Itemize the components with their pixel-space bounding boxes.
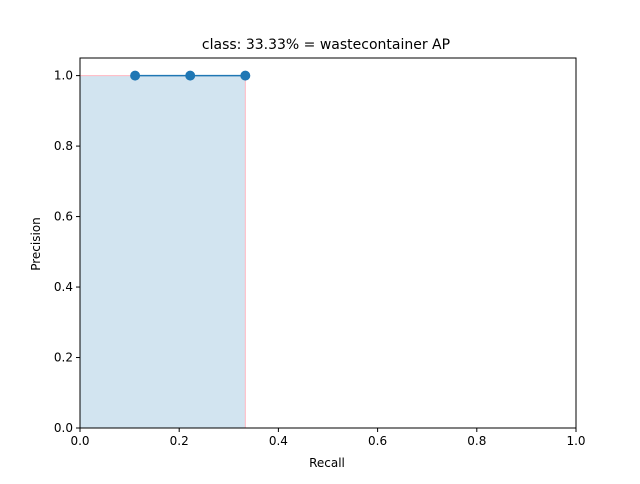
y-tick-label: 0.8 [54, 139, 73, 153]
x-tick-label: 0.8 [467, 434, 486, 448]
y-tick-label: 0.0 [54, 421, 73, 435]
series-point [240, 70, 251, 81]
x-tick-label: 1.0 [566, 434, 585, 448]
series-point [185, 70, 196, 81]
y-tick-label: 0.4 [54, 280, 73, 294]
y-tick-label: 1.0 [54, 69, 73, 83]
plot-area: 0.0 0.2 0.4 0.6 0.8 1.0 0.0 0.2 0.4 0.6 0.8 1.0 [54, 57, 586, 448]
x-tick-label: 0.2 [170, 434, 189, 448]
series-point [130, 70, 141, 81]
y-axis-label: Precision [29, 217, 43, 271]
ap-area-fill [79, 75, 246, 429]
x-tick-label: 0.6 [368, 434, 387, 448]
y-tick-label: 0.6 [54, 210, 73, 224]
x-tick-label: 0.0 [70, 434, 89, 448]
axes-frame [79, 57, 577, 429]
x-axis-label: Recall [309, 456, 345, 470]
x-tick-label: 0.4 [269, 434, 288, 448]
y-tick-label: 0.2 [54, 351, 73, 365]
chart-title: class: 33.33% = wastecontainer AP [202, 37, 450, 53]
